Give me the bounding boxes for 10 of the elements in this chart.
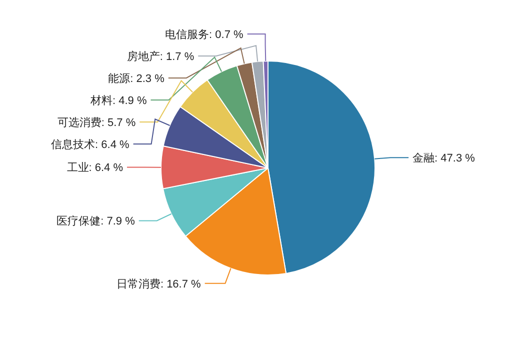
slice-label: 房地产: 1.7 % (126, 50, 194, 63)
slice-label: 信息技术: 6.4 % (51, 138, 130, 151)
slice-label: 可选消费: 5.7 % (57, 116, 136, 129)
slice-label: 医疗保健: 7.9 % (56, 214, 136, 228)
slice-label: 日常消费: 16.7 % (116, 277, 202, 290)
slice-label: 能源: 2.3 % (108, 72, 165, 85)
slice-label: 金融: 47.3 % (412, 152, 476, 165)
slice-label: 电信服务: 0.7 % (165, 28, 244, 41)
slice-label: 工业: 6.4 % (66, 161, 124, 174)
slice-label: 材料: 4.9 % (89, 94, 147, 107)
